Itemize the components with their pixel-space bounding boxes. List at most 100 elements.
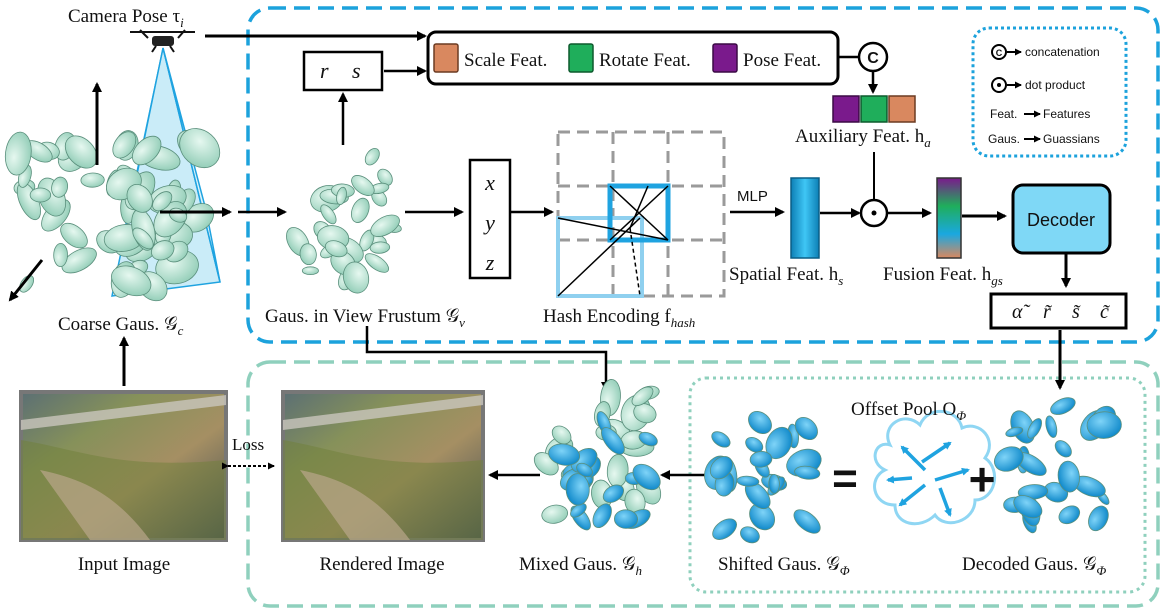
gaussian-ellipse <box>633 403 657 424</box>
scale-feat-label: Scale Feat. <box>464 50 547 71</box>
gaussian-ellipse <box>364 253 390 273</box>
gaussian-ellipse <box>1045 415 1058 438</box>
camera-pose-label: Camera Pose τi <box>68 6 184 30</box>
coarse-gaus-label: Coarse Gaus. 𝒢c <box>58 314 184 338</box>
mlp-label: MLP <box>737 188 768 205</box>
gaussian-ellipse <box>19 275 35 293</box>
pose-feat-chip <box>712 43 738 73</box>
gaussian-ellipse <box>570 503 587 518</box>
rendered-image <box>281 390 485 542</box>
legend-feat-key: Feat. <box>990 107 1017 121</box>
gaussian-ellipse <box>794 416 818 441</box>
shifted-gaussians-cloud <box>704 411 822 544</box>
hash-encoding-grid <box>556 130 726 298</box>
gaussian-ellipse <box>1054 440 1072 458</box>
gaussian-ellipse <box>614 509 638 529</box>
frustum-gaussians-cloud <box>286 147 402 294</box>
gaussian-ellipse <box>736 475 760 487</box>
s-symbol: s <box>352 58 361 83</box>
gaussian-ellipse <box>132 227 154 250</box>
gaussian-ellipse <box>711 431 731 448</box>
shifted-gaus-label: Shifted Gaus. 𝒢Φ <box>718 554 850 578</box>
gaussian-ellipse <box>541 504 568 524</box>
xyz-box <box>468 158 512 280</box>
decoded-gaus-label: Decoded Gaus. 𝒢Φ <box>962 554 1106 578</box>
frustum-gaus-label: Gaus. in View Frustum 𝒢v <box>265 306 465 330</box>
hash-encoding-label: Hash Encoding fhash <box>543 306 695 330</box>
gaussian-ellipse <box>794 465 821 480</box>
fusion-feat-label: Fusion Feat. hgs <box>883 264 1003 288</box>
input-image <box>19 390 228 542</box>
gaussian-ellipse <box>80 172 105 188</box>
gaussian-ellipse <box>1027 418 1042 439</box>
gaussian-ellipse <box>1058 505 1081 525</box>
r-symbol: r <box>320 58 329 83</box>
gaussian-ellipse <box>152 191 173 212</box>
decoder-label: Decoder <box>1027 210 1095 230</box>
gaussian-ellipse <box>749 503 776 531</box>
input-image-label: Input Image <box>78 554 170 575</box>
legend-gaus-val: Guassians <box>1043 132 1100 146</box>
aux-scale-chip <box>888 95 916 123</box>
gaussian-ellipse <box>749 450 773 468</box>
output-r: r̃ <box>1043 301 1052 323</box>
gaussian-ellipse <box>793 509 821 534</box>
offset-pool-label: Offset Pool OΦ <box>851 399 966 423</box>
gaussian-ellipse <box>151 240 175 261</box>
gaussian-ellipse <box>370 214 400 237</box>
pose-feat-label: Pose Feat. <box>743 50 821 71</box>
gaussian-ellipse <box>364 147 380 166</box>
gaussian-ellipse <box>748 411 772 434</box>
spatial-feat-label: Spatial Feat. hs <box>729 264 843 288</box>
gaussian-ellipse <box>51 176 69 198</box>
gaussian-ellipse <box>351 175 375 196</box>
gaussian-ellipse <box>29 187 52 203</box>
gaussian-ellipse <box>351 197 370 223</box>
output-s: s̃ <box>1072 301 1081 323</box>
mixed-gaussians-cloud <box>533 379 662 531</box>
gaussian-ellipse <box>131 135 162 166</box>
output-c: c̃ <box>1100 301 1110 323</box>
coarse-gaussians-cloud <box>4 128 221 302</box>
gaussian-ellipse <box>638 431 658 447</box>
gaussian-ellipse <box>377 168 393 186</box>
decoded-gaussians-cloud <box>994 397 1122 534</box>
offset-frame <box>688 376 1147 594</box>
drone-icon <box>130 29 195 53</box>
gaussian-ellipse <box>576 462 593 478</box>
gaussian-ellipse <box>709 456 733 480</box>
z-symbol: z <box>485 250 495 275</box>
decoder-block <box>1011 183 1112 255</box>
rotate-feat-label: Rotate Feat. <box>599 50 691 71</box>
gaussian-ellipse <box>1005 426 1024 438</box>
rotate-feat-chip <box>568 43 594 73</box>
gaussian-ellipse <box>53 243 68 267</box>
gaussian-ellipse <box>61 247 97 274</box>
x-symbol: x <box>484 170 495 195</box>
output-attrs-box <box>989 292 1128 330</box>
gaussian-ellipse <box>324 240 348 258</box>
gaussian-ellipse <box>369 241 391 254</box>
gaussian-ellipse <box>602 484 624 503</box>
aux-rotate-chip <box>860 95 888 123</box>
aux-pose-chip <box>832 95 860 123</box>
gaussian-ellipse <box>601 427 625 455</box>
gaussian-ellipse <box>179 128 221 169</box>
fusion-feat-bar <box>936 177 962 259</box>
gaussian-ellipse <box>1013 495 1043 519</box>
gaussian-ellipse <box>320 204 337 225</box>
equals-sign: = <box>832 454 858 503</box>
gaussian-ellipse <box>1088 505 1109 532</box>
gaussian-ellipse <box>768 474 780 494</box>
gaussian-ellipse <box>632 463 661 491</box>
bottom-module-frame <box>246 360 1160 608</box>
svg-text:C: C <box>996 48 1003 58</box>
top-module-frame <box>246 6 1160 344</box>
auxiliary-feat-label: Auxiliary Feat. ha <box>795 126 931 150</box>
gaussian-ellipse <box>299 243 317 266</box>
gaussian-ellipse <box>4 131 32 176</box>
gaussian-ellipse <box>551 425 572 445</box>
rendered-image-label: Rendered Image <box>319 554 444 575</box>
offset-pool-cloud <box>873 409 996 526</box>
